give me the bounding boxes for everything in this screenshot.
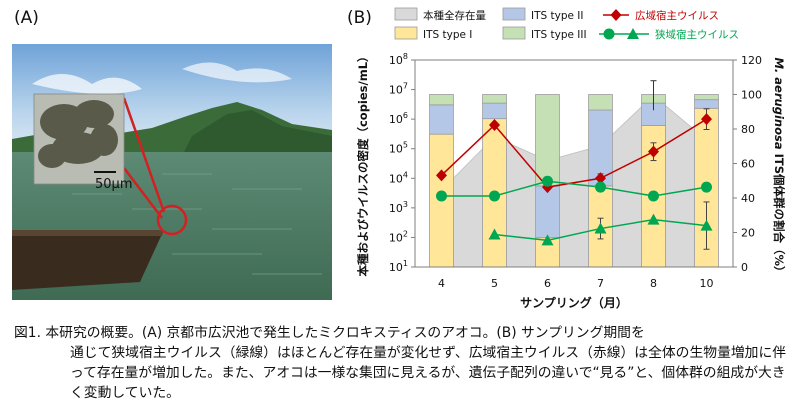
y2-tick-label: 100 bbox=[741, 89, 762, 102]
y-tick-label: 105 bbox=[389, 141, 408, 156]
bar-its-type-iii bbox=[588, 94, 613, 111]
legend-diamond bbox=[610, 9, 622, 21]
legend-label-wide: 広域宿主ウイルス bbox=[635, 9, 719, 22]
y2-axis-label: M. aeruginosa ITS個体群の割合（%） bbox=[772, 57, 786, 277]
y-axis-label: 本種およびウイルスの密度（copies/mL） bbox=[356, 50, 370, 276]
chart-legend: 本種全存在量 ITS type II 広域宿主ウイルス ITS type I ITS t… bbox=[394, 7, 739, 41]
legend-swatch-its2 bbox=[502, 7, 526, 21]
water-ripples bbox=[72, 173, 322, 275]
bar-its-type-ii bbox=[694, 99, 719, 109]
legend-label-its2: ITS type II bbox=[531, 10, 584, 22]
y-tick-label: 108 bbox=[389, 52, 408, 67]
legend-label-total: 本種全存在量 bbox=[423, 9, 486, 22]
legend-label-its3: ITS type III bbox=[531, 29, 587, 41]
bar-its-type-ii bbox=[429, 104, 454, 135]
caption-body: 通じて狭域宿主ウイルス（緑線）はほとんど存在量が変化せず、広域宿主ウイルス（赤線… bbox=[70, 345, 787, 401]
abundance-chart: 本種全存在量 ITS type II 広域宿主ウイルス ITS type I ITS t… bbox=[356, 7, 786, 310]
y-tick-label: 101 bbox=[389, 259, 408, 274]
bar-its-type-iii bbox=[535, 94, 560, 187]
lake-photo: 50μm bbox=[12, 44, 332, 300]
point-diamond bbox=[648, 145, 659, 158]
bar-its-type-ii bbox=[535, 185, 560, 239]
y-tick-label: 102 bbox=[389, 229, 408, 244]
figure-caption: 図1. 本研究の概要。(A) 京都市広沢池で発生したミクロキスティスのアオコ。(… bbox=[14, 323, 794, 403]
x-tick-label: 5 bbox=[491, 277, 498, 290]
y-tick-label: 104 bbox=[389, 170, 408, 185]
panel-a-label: (A) bbox=[14, 8, 39, 28]
y2-tick-label: 20 bbox=[741, 227, 755, 240]
boat-rim bbox=[12, 230, 164, 236]
legend-swatch-its3 bbox=[502, 26, 526, 40]
point-triangle bbox=[541, 234, 554, 246]
y2-tick-label: 80 bbox=[741, 123, 755, 136]
point-circle bbox=[701, 181, 712, 193]
bar-its-type-iii bbox=[694, 94, 719, 101]
point-diamond bbox=[436, 169, 447, 182]
bar-its-type-iii bbox=[482, 94, 507, 104]
legend-swatch-its1 bbox=[394, 26, 418, 40]
pointer-line bbox=[123, 167, 163, 219]
plot-area bbox=[429, 80, 719, 268]
x-tick-label: 4 bbox=[438, 277, 445, 290]
y-tick-label: 106 bbox=[389, 111, 408, 126]
series-line-diamond bbox=[440, 118, 707, 188]
bar-its-type-iii bbox=[429, 94, 454, 106]
point-triangle bbox=[594, 222, 607, 234]
x-axis-label: サンプリング（月） bbox=[520, 295, 628, 310]
bar-its-type-ii bbox=[482, 102, 507, 120]
legend-label-narrow: 狭域宿主ウイルス bbox=[655, 28, 739, 41]
series-line-circle bbox=[441, 180, 707, 197]
point-triangle bbox=[488, 228, 501, 240]
point-triangle bbox=[700, 219, 713, 231]
point-diamond bbox=[701, 113, 712, 126]
boat bbox=[12, 234, 162, 290]
scale-label: 50μm bbox=[95, 177, 132, 192]
y2-tick-label: 0 bbox=[741, 261, 748, 274]
sample-circle bbox=[156, 204, 188, 236]
point-diamond bbox=[489, 119, 500, 132]
y2-tick-label: 60 bbox=[741, 158, 755, 171]
legend-circle bbox=[603, 28, 615, 40]
y2-tick-label: 120 bbox=[741, 54, 762, 67]
x-tick-label: 7 bbox=[597, 277, 604, 290]
legend-label-its1: ITS type I bbox=[423, 29, 472, 41]
point-triangle bbox=[647, 213, 660, 225]
cloud bbox=[32, 74, 142, 94]
legend-triangle bbox=[627, 28, 639, 39]
pointer-line bbox=[122, 97, 166, 213]
point-circle bbox=[648, 190, 659, 202]
point-circle bbox=[542, 175, 553, 187]
colony-cells bbox=[38, 100, 118, 168]
x-tick-label: 10 bbox=[700, 277, 714, 290]
cloud bbox=[182, 62, 292, 83]
total-abundance-area bbox=[441, 94, 707, 268]
caption-line1: 図1. 本研究の概要。(A) 京都市広沢池で発生したミクロキスティスのアオコ。(… bbox=[14, 325, 645, 341]
point-circle bbox=[436, 190, 447, 202]
point-circle bbox=[595, 181, 606, 193]
panel-b-label: (B) bbox=[347, 8, 372, 28]
point-circle bbox=[489, 190, 500, 202]
x-tick-label: 6 bbox=[544, 277, 551, 290]
y-tick-label: 107 bbox=[389, 82, 408, 97]
mountain bbox=[182, 110, 332, 156]
y2-tick-label: 40 bbox=[741, 192, 755, 205]
x-tick-label: 8 bbox=[650, 277, 657, 290]
y-tick-label: 103 bbox=[389, 200, 408, 215]
legend-swatch-total bbox=[394, 7, 418, 21]
point-diamond bbox=[595, 172, 606, 185]
